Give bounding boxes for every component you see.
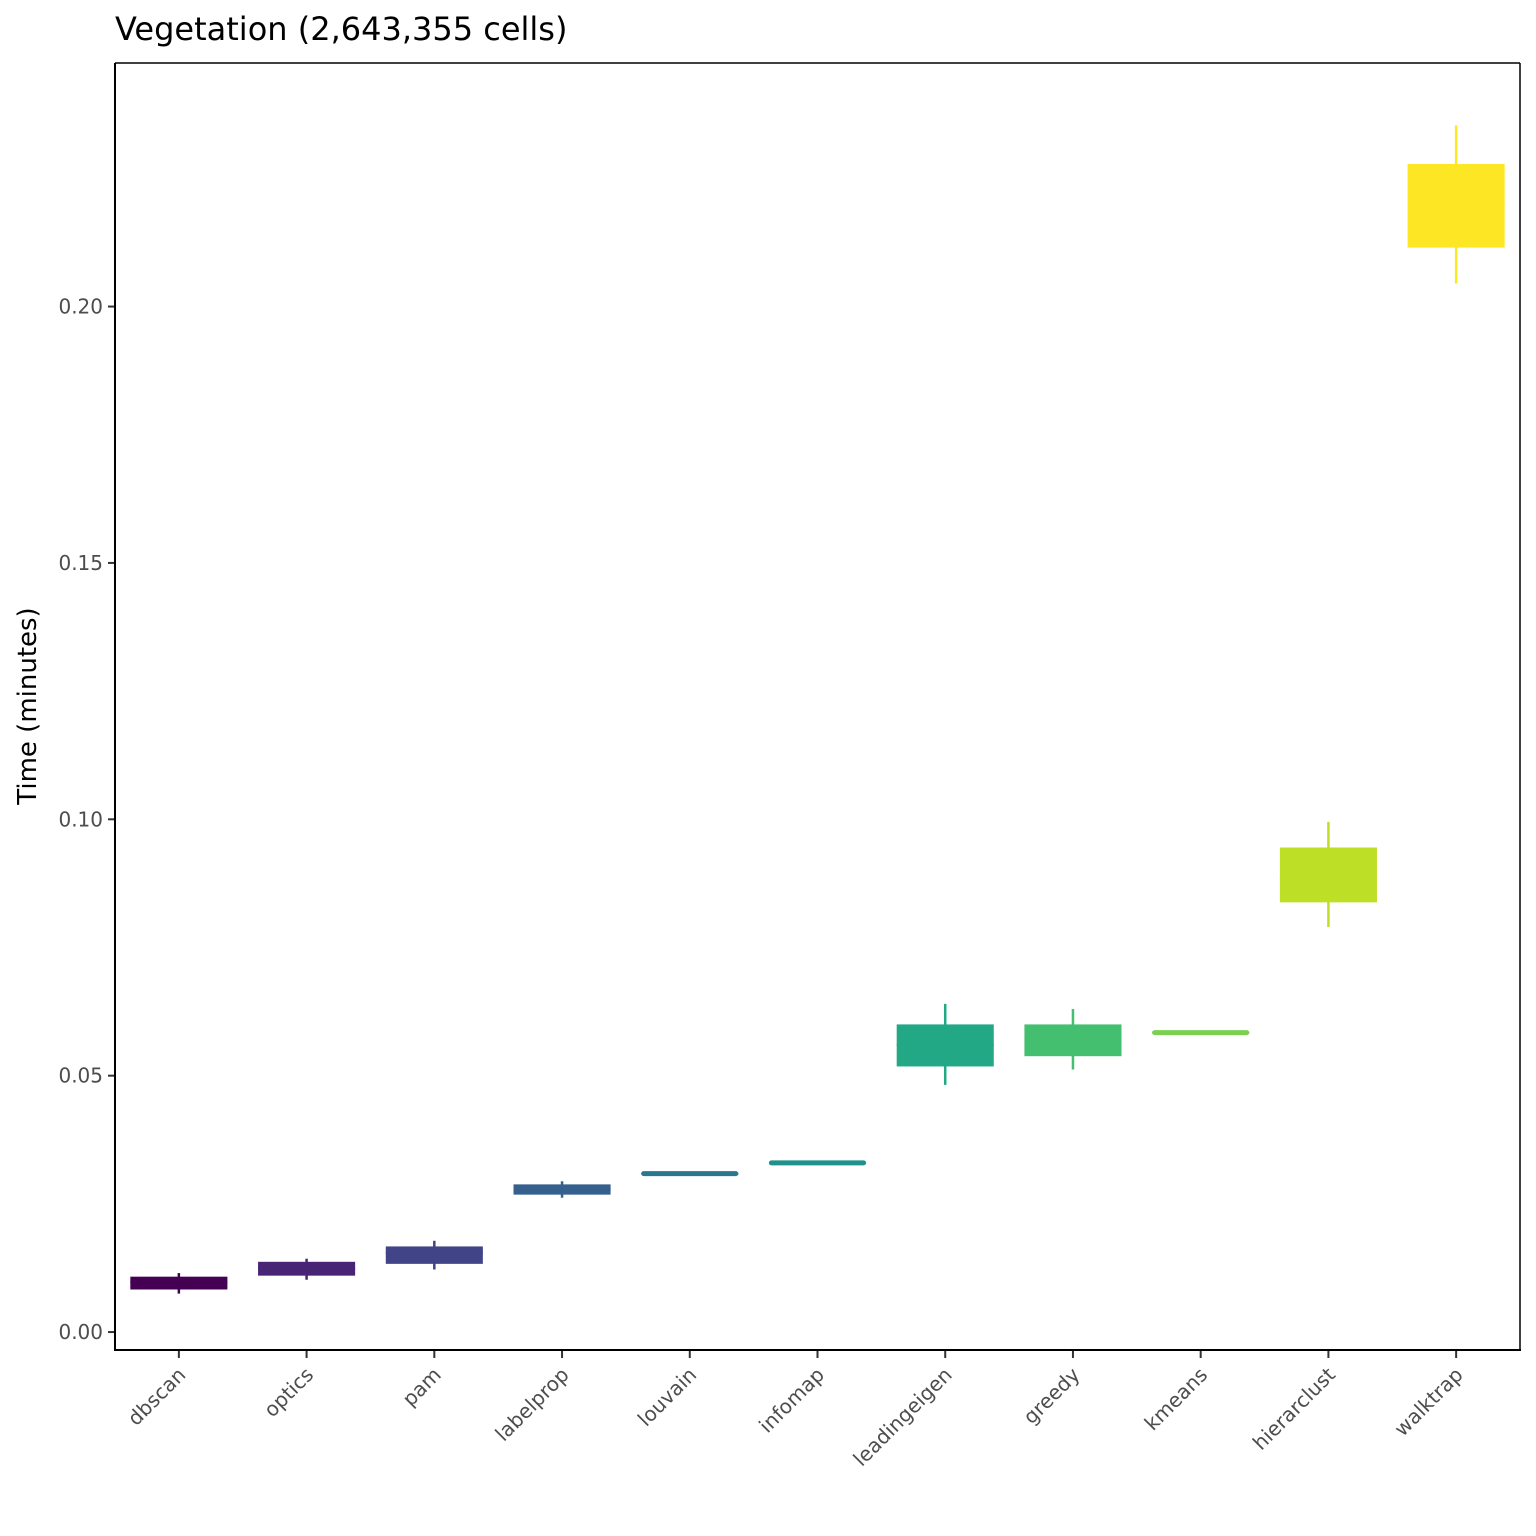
y-tick-label: 0.05 xyxy=(58,1064,103,1088)
chart-title: Vegetation (2,643,355 cells) xyxy=(115,10,567,48)
box-louvain xyxy=(641,1171,739,1177)
y-tick-label: 0.00 xyxy=(58,1320,103,1344)
y-axis-title: Time (minutes) xyxy=(13,607,43,805)
box-labelprop xyxy=(513,1181,611,1198)
y-tick-label: 0.10 xyxy=(58,807,103,831)
x-tick-label-leadingeigen: leadingeigen xyxy=(848,1363,956,1471)
x-tick-label-pam: pam xyxy=(397,1363,445,1411)
x-axis-ticks: dbscan optics pam labelprop louvain infomap le… xyxy=(123,1350,1468,1471)
box-hierarclust xyxy=(1279,821,1377,927)
x-tick-label-infomap: infomap xyxy=(754,1363,829,1438)
box-leadingeigen xyxy=(896,1003,994,1085)
x-tick-label-greedy: greedy xyxy=(1018,1362,1084,1428)
x-tick-label-hierarclust: hierarclust xyxy=(1248,1362,1340,1454)
x-tick-label-labelprop: labelprop xyxy=(490,1363,573,1446)
x-tick-label-dbscan: dbscan xyxy=(123,1363,191,1431)
box-body-hierarclust xyxy=(1279,847,1377,903)
plot-area xyxy=(130,125,1505,1294)
y-axis-ticks: 0.00 0.05 0.10 0.15 0.20 xyxy=(58,295,115,1344)
x-tick-label-louvain: louvain xyxy=(633,1363,701,1431)
box-greedy xyxy=(1024,1009,1122,1070)
box-kmeans xyxy=(1152,1030,1250,1036)
box-body-walktrap xyxy=(1407,164,1505,248)
x-tick-label-kmeans: kmeans xyxy=(1140,1363,1213,1436)
box-body-pam xyxy=(385,1246,483,1264)
y-tick-label: 0.20 xyxy=(58,295,103,319)
box-dbscan xyxy=(130,1273,228,1294)
box-infomap xyxy=(768,1160,867,1166)
x-tick-label-walktrap: walktrap xyxy=(1389,1363,1467,1441)
y-tick-label: 0.15 xyxy=(58,551,103,575)
box-walktrap xyxy=(1407,125,1505,284)
box-optics xyxy=(258,1258,356,1280)
box-pam xyxy=(385,1240,483,1270)
x-tick-label-optics: optics xyxy=(259,1363,318,1422)
